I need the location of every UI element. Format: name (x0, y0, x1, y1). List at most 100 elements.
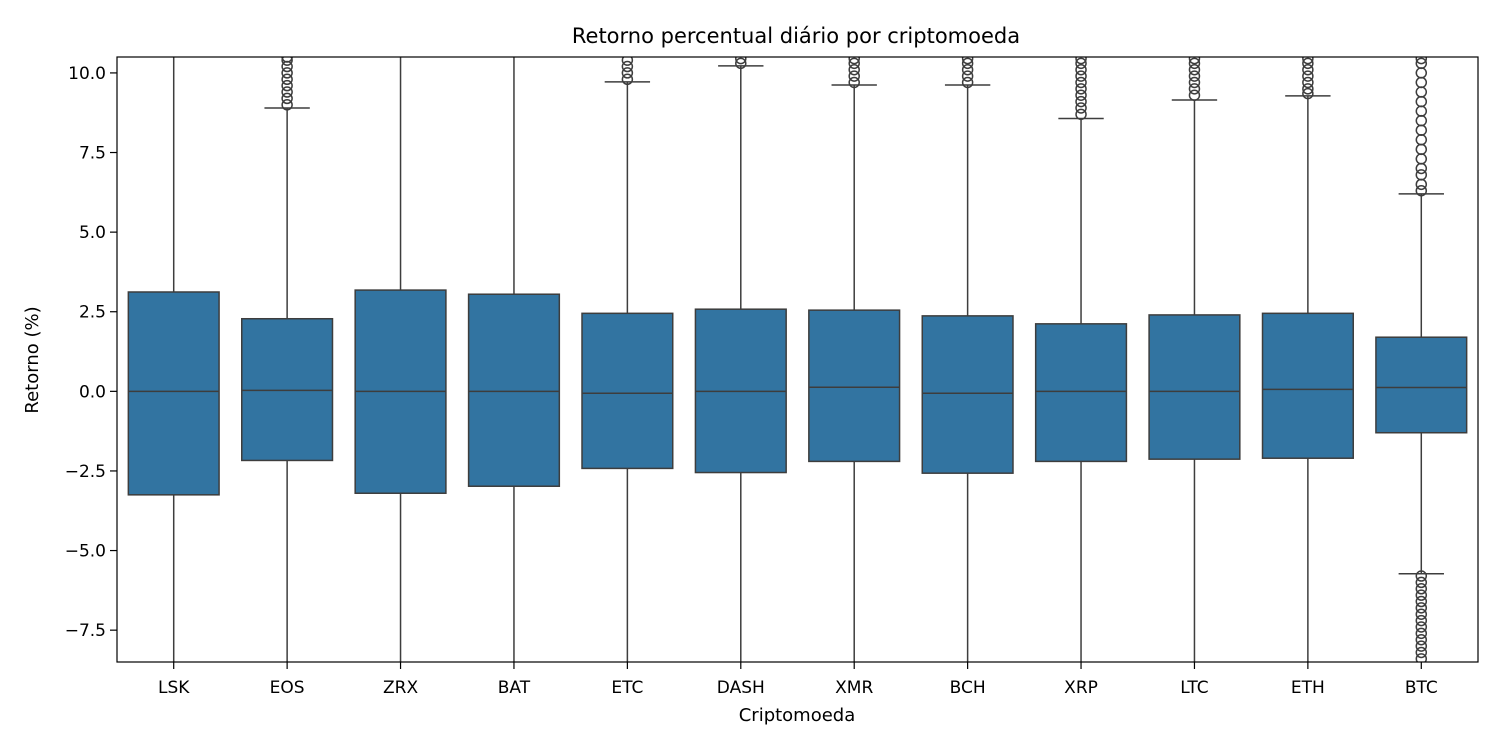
x-tick-label: LSK (158, 678, 190, 698)
outlier-point (281, 57, 293, 66)
outlier-point (621, 73, 634, 86)
outlier-point (1302, 63, 1314, 76)
x-tick-label: BCH (950, 678, 986, 698)
y-tick-label: 7.5 (79, 144, 106, 164)
x-tick-label: BAT (498, 678, 531, 698)
outlier-point (621, 67, 634, 79)
outlier-point (1415, 124, 1428, 136)
x-tick-label: EOS (270, 678, 305, 698)
outlier-point (1188, 57, 1201, 65)
outlier-point (1415, 614, 1428, 627)
outlier-point (621, 60, 634, 73)
outlier-point (1415, 169, 1428, 181)
iqr-box (921, 315, 1014, 474)
outlier-point (1302, 76, 1314, 89)
outlier-point (1415, 646, 1428, 659)
outlier-point (1415, 608, 1428, 620)
outlier-point (281, 92, 293, 105)
box-bat (467, 57, 561, 662)
outlier-point (1415, 57, 1428, 70)
iqr-box (1034, 323, 1128, 463)
outlier-point (1302, 87, 1314, 100)
iqr-box (1261, 312, 1354, 459)
outlier-point (1075, 83, 1087, 95)
outlier-point (961, 57, 974, 70)
x-tick-label: XMR (835, 678, 873, 698)
outlier-point (1415, 583, 1428, 595)
box-eos (241, 57, 334, 662)
outlier-point (735, 57, 747, 65)
outlier-point (1075, 102, 1087, 114)
y-tick-label: −7.5 (65, 621, 106, 641)
outlier-point (1415, 633, 1428, 646)
y-tick-label: 5.0 (79, 223, 106, 243)
iqr-box (581, 312, 674, 470)
outlier-point (961, 63, 974, 76)
y-axis: −7.5 −5.0 −2.5 0.0 2.5 5.0 7.5 10.0 (65, 64, 117, 641)
outlier-point (1188, 63, 1201, 76)
outlier-point (1075, 70, 1087, 82)
outlier-point (1075, 57, 1087, 70)
box-xmr (808, 57, 901, 662)
outlier-point (1415, 640, 1428, 652)
outlier-point (1415, 589, 1428, 601)
outlier-point (1415, 114, 1428, 127)
iqr-box (1148, 314, 1241, 460)
outlier-point (1415, 86, 1428, 98)
outlier-point (281, 99, 293, 111)
outlier-point (1415, 178, 1428, 191)
outlier-point (1302, 57, 1314, 70)
outlier-point (1075, 57, 1087, 65)
outlier-point (848, 63, 860, 76)
outlier-point (1415, 184, 1428, 197)
outlier-point (1415, 570, 1428, 582)
outlier-point (1415, 67, 1428, 79)
outlier-point (735, 57, 747, 70)
outlier-point (1302, 83, 1314, 95)
outlier-point (1415, 595, 1428, 608)
box-etc (581, 57, 674, 662)
outlier-point (1415, 162, 1428, 175)
x-tick-label: BTC (1405, 678, 1438, 698)
outlier-point (1415, 57, 1428, 65)
outlier-point (848, 57, 860, 70)
outlier-point (1415, 653, 1428, 662)
plot-area (127, 57, 1468, 662)
outlier-point (961, 70, 974, 82)
x-tick-label: ETC (611, 678, 643, 698)
outlier-point (1302, 57, 1314, 65)
outlier-point (1075, 63, 1087, 76)
outlier-point (848, 57, 860, 65)
outlier-point (1415, 134, 1428, 146)
iqr-box (1375, 336, 1468, 434)
outlier-point (1302, 70, 1314, 82)
box-zrx (354, 57, 447, 662)
box-xrp (1034, 57, 1128, 662)
outlier-point (1415, 576, 1428, 589)
x-tick-label: XRP (1064, 678, 1098, 698)
x-tick-label: DASH (717, 678, 765, 698)
x-axis: LSK EOS ZRX BAT ETC DASH XMR BCH XRP LTC ETH BTC (158, 662, 1438, 698)
chart-title: Retorno percentual diário por criptomoed… (572, 24, 1020, 48)
x-axis-label: Criptomoeda (739, 705, 856, 726)
outlier-point (1415, 76, 1428, 89)
outlier-point (1188, 57, 1201, 70)
outlier-point (1188, 70, 1201, 82)
outlier-point (1075, 76, 1087, 89)
box-bch (921, 57, 1014, 662)
outlier-point (1415, 153, 1428, 165)
outlier-point (281, 86, 293, 98)
outlier-point (281, 57, 293, 63)
outlier-point (281, 79, 293, 92)
iqr-box (808, 309, 901, 463)
y-tick-label: 10.0 (68, 64, 106, 84)
y-tick-label: −2.5 (65, 462, 106, 482)
outlier-point (1188, 83, 1201, 95)
outlier-point (1415, 105, 1428, 117)
outlier-point (1188, 76, 1201, 89)
y-axis-label: Retorno (%) (22, 306, 43, 413)
outlier-point (1415, 143, 1428, 156)
box-ltc (1148, 57, 1241, 662)
outlier-point (1415, 95, 1428, 108)
outlier-point (621, 57, 634, 66)
